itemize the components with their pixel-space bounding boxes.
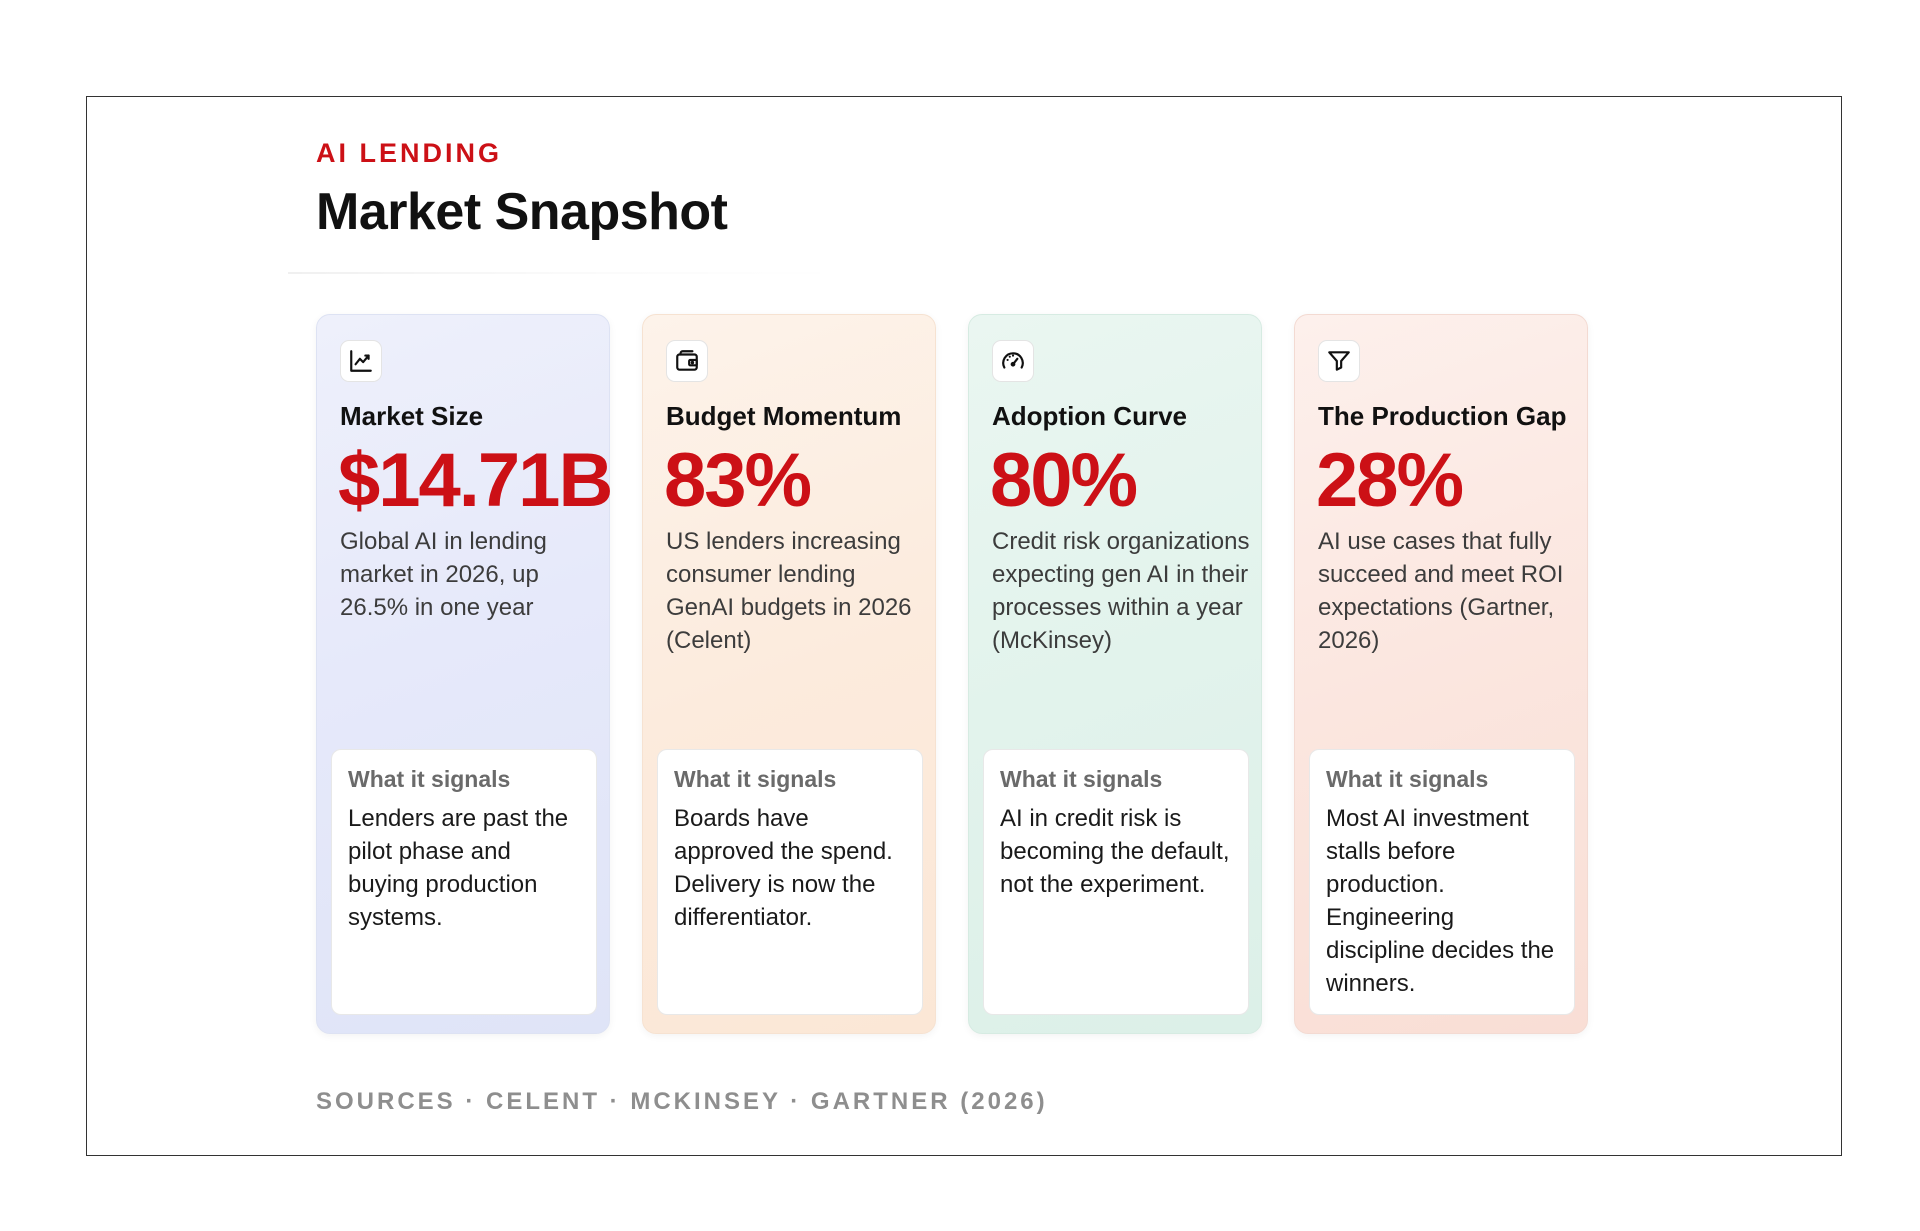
wallet-icon	[666, 340, 708, 382]
card-metric: 28%	[1316, 438, 1464, 523]
card-description: AI use cases that fully succeed and meet…	[1318, 528, 1564, 654]
card-budget-momentum: Budget Momentum 83% US lenders increasin…	[642, 314, 936, 1034]
signal-text: Boards have approved the spend. Delivery…	[674, 805, 893, 931]
page-title: Market Snapshot	[316, 183, 728, 241]
card-description: US lenders increasing consumer lending G…	[666, 528, 912, 654]
signal-label: What it signals	[1000, 766, 1163, 792]
card-title: The Production Gap	[1318, 401, 1567, 431]
trend-chart-icon	[340, 340, 382, 382]
signal-label: What it signals	[1326, 766, 1489, 792]
sources-footer: SOURCES · CELENT · MCKINSEY · GARTNER (2…	[316, 1088, 1048, 1115]
signal-text: AI in credit risk is becoming the defaul…	[1000, 805, 1230, 898]
card-title: Budget Momentum	[666, 401, 902, 431]
card-production-gap: The Production Gap 28% AI use cases that…	[1294, 314, 1588, 1034]
signal-box: What it signals AI in credit risk is bec…	[983, 749, 1249, 1015]
card-description: Credit risk organizations expecting gen …	[992, 528, 1250, 654]
signal-text: Lenders are past the pilot phase and buy…	[348, 805, 569, 931]
signal-label: What it signals	[674, 766, 837, 792]
card-metric: 83%	[664, 438, 812, 523]
gauge-icon	[992, 340, 1034, 382]
card-title: Market Size	[340, 401, 484, 431]
card-market-size: Market Size $14.71B Global AI in lending…	[316, 314, 613, 1034]
card-metric: 80%	[990, 438, 1138, 523]
signal-box: What it signals Most AI investment stall…	[1309, 749, 1575, 1015]
card-adoption-curve: Adoption Curve 80% Credit risk organizat…	[968, 314, 1262, 1034]
card-metric: $14.71B	[338, 438, 613, 523]
funnel-icon	[1318, 340, 1360, 382]
card-title: Adoption Curve	[992, 401, 1187, 431]
signal-box: What it signals Boards have approved the…	[657, 749, 923, 1015]
eyebrow-label: AI LENDING	[316, 138, 503, 168]
signal-box: What it signals Lenders are past the pil…	[331, 749, 597, 1015]
title-divider	[288, 272, 848, 274]
card-description: Global AI in lending market in 2026, up …	[340, 528, 547, 621]
signal-label: What it signals	[348, 766, 511, 792]
signal-text: Most AI investment stalls before product…	[1326, 805, 1555, 997]
